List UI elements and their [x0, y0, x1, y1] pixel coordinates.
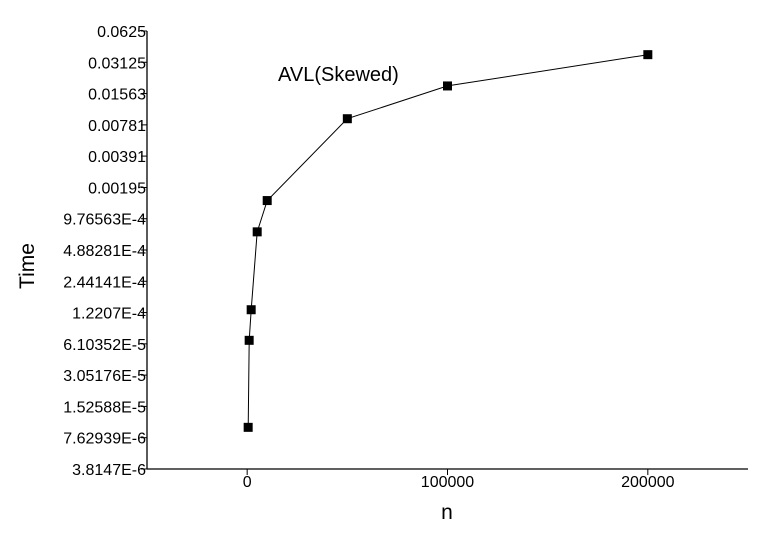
y-tick-label: 0.03125	[88, 55, 146, 72]
y-tick-label: 1.2207E-4	[72, 306, 146, 323]
y-tick-label: 0.01563	[88, 87, 146, 104]
x-tick-label: 0	[243, 474, 252, 491]
y-tick-label: 9.76563E-4	[63, 212, 146, 229]
data-point	[342, 114, 352, 124]
data-point	[443, 81, 452, 91]
chart-title: AVL(Skewed)	[278, 64, 399, 86]
data-point	[244, 335, 254, 345]
data-point	[643, 50, 653, 60]
y-axis-title: Time	[16, 243, 39, 289]
series-line	[247, 54, 648, 428]
y-tick-label: 7.62939E-6	[63, 431, 146, 448]
series-layer	[243, 50, 653, 432]
y-tick-label: 0.00391	[88, 149, 146, 166]
data-point	[252, 227, 262, 237]
y-tick-label: 1.52588E-5	[63, 399, 146, 416]
data-point	[246, 305, 256, 315]
x-tick-label: 100000	[421, 474, 474, 491]
ticks: 3.8147E-6 7.62939E-6 1.52588E-5 3.05176E-5 6…	[63, 24, 674, 491]
x-axis-title: n	[441, 501, 453, 524]
x-tick-label: 200000	[621, 474, 674, 491]
y-tick-label: 4.88281E-4	[63, 243, 146, 260]
y-tick-label: 3.8147E-6	[72, 462, 146, 479]
data-point	[262, 196, 272, 206]
y-tick-label: 0.0625	[97, 24, 146, 41]
y-tick-label: 2.44141E-4	[63, 274, 146, 291]
data-point	[243, 422, 253, 432]
y-tick-label: 3.05176E-5	[63, 368, 146, 385]
y-tick-label: 6.10352E-5	[63, 337, 146, 354]
y-tick-label: 0.00781	[88, 118, 146, 135]
axes	[146, 31, 748, 470]
y-tick-label: 0.00195	[88, 181, 146, 198]
